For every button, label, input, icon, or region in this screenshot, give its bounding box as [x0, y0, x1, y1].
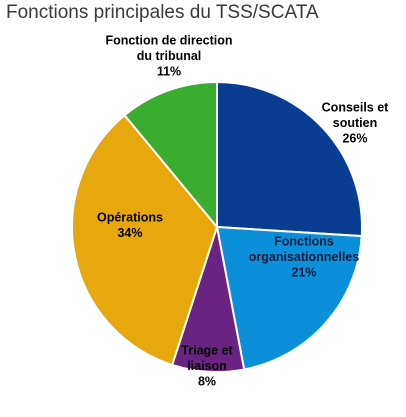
slice-label-2: Fonctions organisationnelles 21%	[249, 235, 359, 280]
pie-slice-2	[215, 225, 363, 371]
slice-label-line: du tribunal	[137, 49, 202, 63]
slice-label-1: Conseils et soutien 26%	[322, 101, 390, 146]
slice-percent: 8%	[198, 375, 216, 389]
slice-label-line: Opérations	[97, 210, 163, 224]
slice-label-3: Triage et liaison 8%	[181, 344, 233, 389]
slice-label-line: soutien	[333, 116, 377, 130]
slice-percent: 34%	[117, 226, 142, 240]
slice-percent: 26%	[342, 132, 367, 146]
pie-slice-4	[71, 113, 219, 367]
slice-label-line: liaison	[187, 359, 227, 373]
chart-title: Fonctions principales du TSS/SCATA	[6, 2, 319, 23]
slice-label-line: Fonctions	[274, 235, 334, 249]
slice-label-line: organisationnelles	[249, 250, 359, 264]
pie-slice-1	[216, 80, 363, 238]
pie-slice-5	[123, 80, 218, 230]
slice-percent: 11%	[157, 65, 181, 79]
slice-label-4: Opérations 34%	[97, 210, 163, 240]
slice-label-line: Conseils et	[322, 101, 390, 115]
slice-label-line: Fonction de direction	[105, 34, 232, 48]
slice-label-line: Triage et	[181, 344, 233, 358]
slice-label-5: Fonction de direction du tribunal 11%	[105, 34, 232, 79]
slice-percent: 21%	[291, 266, 316, 280]
